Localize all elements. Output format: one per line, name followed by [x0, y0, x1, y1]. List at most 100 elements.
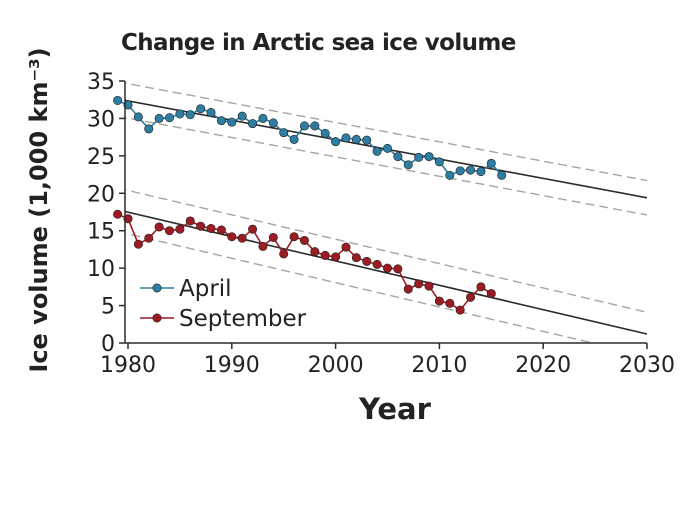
september-data-point — [237, 233, 247, 243]
april-data-point — [237, 111, 247, 121]
september-data-point — [414, 279, 424, 289]
y-tick-label: 10 — [87, 257, 115, 282]
april-data-point — [144, 124, 154, 134]
april-data-point — [393, 152, 403, 162]
y-tick-label: 35 — [87, 70, 115, 95]
september-data-point — [320, 250, 330, 260]
april-trend-band-lower — [125, 116, 648, 216]
april-data-point — [175, 109, 185, 119]
september-data-point — [455, 305, 465, 315]
april-data-point — [331, 137, 341, 147]
september-data-point — [185, 216, 195, 226]
april-data-point — [486, 158, 496, 168]
april-data-point — [351, 134, 361, 144]
september-data-point — [299, 235, 309, 245]
april-data-point — [372, 146, 382, 156]
april-data-point — [466, 165, 476, 175]
september-data-point — [331, 252, 341, 262]
y-axis-title: Ice volume (1,000 km⁻³) — [25, 47, 53, 372]
september-data-point — [372, 259, 382, 269]
september-data-point — [248, 224, 258, 234]
september-data-point — [434, 296, 444, 306]
september-data-point — [289, 232, 299, 242]
x-tick-label: 2020 — [515, 353, 571, 378]
september-data-point — [123, 214, 133, 224]
september-data-point — [196, 221, 206, 231]
april-data-point — [362, 135, 372, 145]
september-data-point — [154, 222, 164, 232]
september-trend-band-upper — [125, 189, 648, 313]
april-data-point — [445, 170, 455, 180]
april-data-point — [216, 116, 226, 126]
september-data-point — [403, 284, 413, 294]
april-data-point — [196, 104, 206, 114]
april-data-point — [403, 160, 413, 170]
september-data-point — [476, 282, 486, 292]
september-data-point — [424, 281, 434, 291]
legend-september-label: September — [179, 306, 307, 332]
y-tick-label: 5 — [101, 295, 115, 320]
september-trend-band-lower — [125, 232, 596, 343]
september-data-point — [279, 249, 289, 259]
april-trend-band-upper — [125, 82, 648, 182]
september-data-point — [486, 289, 496, 299]
april-data-point — [206, 107, 216, 117]
april-data-point — [299, 121, 309, 131]
y-tick-label: 20 — [87, 182, 115, 207]
september-data-point — [113, 209, 123, 219]
y-tick-label: 30 — [87, 107, 115, 132]
x-tick-label: 1980 — [100, 353, 156, 378]
september-data-point — [393, 264, 403, 274]
september-data-point — [144, 233, 154, 243]
april-data-point — [165, 113, 175, 123]
y-tick-label: 15 — [87, 220, 115, 245]
september-data-point — [382, 263, 392, 273]
chart-title: Change in Arctic sea ice volume — [121, 30, 516, 56]
april-data-point — [123, 100, 133, 110]
april-data-point — [320, 128, 330, 138]
april-data-point — [289, 134, 299, 144]
september-data-point — [227, 232, 237, 242]
april-data-point — [414, 152, 424, 162]
september-data-point — [466, 292, 476, 302]
april-data-point — [434, 157, 444, 167]
april-data-point — [310, 121, 320, 131]
legend-april-marker — [152, 283, 162, 293]
april-data-point — [185, 110, 195, 120]
september-data-point — [351, 253, 361, 263]
september-data-point — [133, 239, 143, 249]
april-data-point — [476, 167, 486, 177]
april-data-point — [424, 152, 434, 162]
september-data-point — [362, 256, 372, 266]
april-series-line — [117, 99, 503, 177]
april-data-point — [113, 95, 123, 105]
september-data-point — [258, 241, 268, 251]
legend-september-marker — [152, 313, 162, 323]
x-tick-label: 1990 — [204, 353, 260, 378]
april-trend-line — [125, 99, 648, 199]
september-trend-line — [125, 210, 648, 335]
april-data-point — [341, 133, 351, 143]
september-data-point — [206, 223, 216, 233]
april-data-point — [279, 128, 289, 138]
september-data-point — [310, 247, 320, 257]
april-data-point — [248, 119, 258, 129]
april-data-point — [497, 170, 507, 180]
x-axis-title: Year — [358, 392, 432, 426]
april-data-point — [455, 166, 465, 176]
april-data-point — [382, 143, 392, 153]
x-tick-label: 2010 — [411, 353, 467, 378]
legend-april-label: April — [179, 276, 232, 302]
x-tick-label: 2030 — [619, 353, 675, 378]
september-data-point — [175, 224, 185, 234]
september-data-point — [268, 232, 278, 242]
april-data-point — [133, 112, 143, 122]
x-tick-label: 2000 — [308, 353, 364, 378]
y-tick-label: 0 — [101, 332, 115, 357]
april-data-point — [227, 117, 237, 127]
september-data-point — [341, 242, 351, 252]
september-data-point — [165, 226, 175, 236]
april-data-point — [258, 113, 268, 123]
y-tick-label: 25 — [87, 145, 115, 170]
